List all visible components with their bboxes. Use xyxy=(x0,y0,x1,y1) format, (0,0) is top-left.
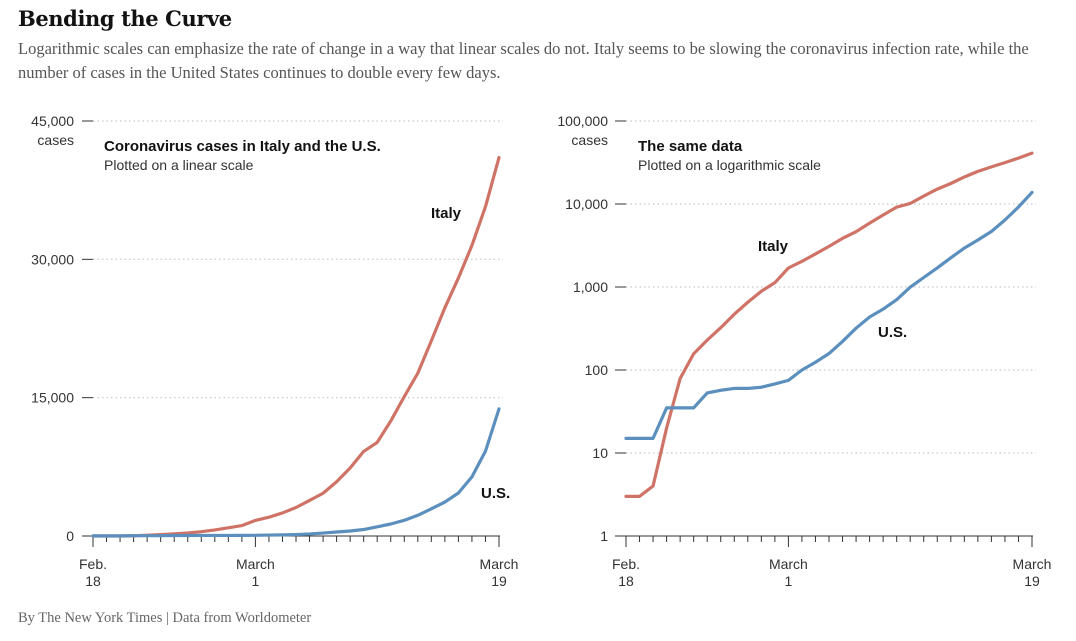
log-y-axis: 1 10 100 1,000 10,000 100,000 xyxy=(557,113,626,544)
log-y-tick-label: 100 xyxy=(585,362,609,378)
linear-y-tick-label: 0 xyxy=(66,528,74,544)
page-subtitle: Logarithmic scales can emphasize the rat… xyxy=(18,39,1029,82)
linear-x-tick-label: 18 xyxy=(85,573,101,589)
log-x-tick-label: March xyxy=(1013,556,1052,572)
linear-y-tick-label: 15,000 xyxy=(31,390,74,406)
log-series xyxy=(624,151,1034,498)
log-x-tick-label: 1 xyxy=(785,573,793,589)
linear-x-tick-label: 1 xyxy=(252,573,260,589)
linear-x-tick-label: March xyxy=(236,556,275,572)
linear-label-us: U.S. xyxy=(481,485,510,502)
linear-y-axis: 0 15,000 30,000 45,000 xyxy=(31,113,93,544)
log-label-italy: Italy xyxy=(758,238,789,255)
log-chart: 1 10 100 1,000 10,000 100,000 cases Feb.18 Mar… xyxy=(557,113,1051,589)
credit-line: By The New York Times | Data from Worldo… xyxy=(18,610,312,626)
log-x-tick-label: March xyxy=(769,556,808,572)
log-chart-title: The same data xyxy=(638,138,743,155)
log-x-tick-label: 18 xyxy=(618,573,634,589)
log-x-tick-label: Feb. xyxy=(612,556,640,572)
log-y-tick-label: 100,000 xyxy=(557,113,608,129)
log-y-unit-label: cases xyxy=(571,132,608,148)
linear-y-unit-label: cases xyxy=(37,132,74,148)
log-label-us: U.S. xyxy=(878,324,907,341)
log-x-tick-label: 19 xyxy=(1024,573,1040,589)
linear-gridlines xyxy=(93,120,503,399)
page-title: Bending the Curve xyxy=(18,6,232,31)
linear-y-tick-label: 30,000 xyxy=(31,251,74,267)
log-y-tick-label: 10,000 xyxy=(565,196,608,212)
linear-chart-title: Coronavirus cases in Italy and the U.S. xyxy=(104,138,381,155)
log-series-italy-line xyxy=(624,151,1034,498)
linear-label-italy: Italy xyxy=(431,205,462,222)
linear-series xyxy=(91,155,501,538)
linear-x-tick-label: Feb. xyxy=(79,556,107,572)
log-y-tick-label: 10 xyxy=(592,445,608,461)
linear-chart-subtitle: Plotted on a linear scale xyxy=(104,157,254,173)
linear-series-us-line xyxy=(91,407,501,538)
linear-x-tick-label: March xyxy=(480,556,519,572)
log-chart-subtitle: Plotted on a logarithmic scale xyxy=(638,157,821,173)
log-y-tick-label: 1,000 xyxy=(573,279,608,295)
log-y-tick-label: 1 xyxy=(600,528,608,544)
log-gridlines xyxy=(626,120,1036,454)
log-series-us-line xyxy=(624,190,1034,440)
linear-y-tick-label: 45,000 xyxy=(31,113,74,129)
linear-x-tick-label: 19 xyxy=(491,573,507,589)
